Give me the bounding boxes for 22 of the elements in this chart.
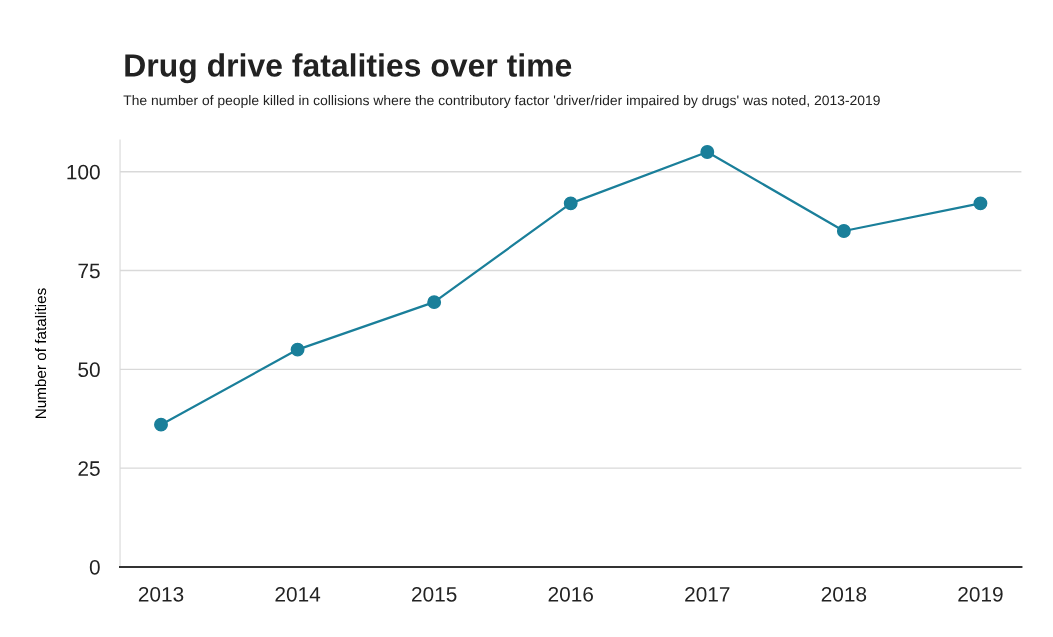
point xyxy=(290,342,305,357)
chart-subtitle: The number of people killed in collisions where the contributory factor 'driver/rider impaired by drugs' was noted, 2013-2019 xyxy=(123,95,880,108)
y-tick-label: 25 xyxy=(78,461,100,476)
point xyxy=(154,417,168,432)
x-tick-label: 2016 xyxy=(548,586,593,602)
point xyxy=(427,295,442,310)
x-tick-label: 2014 xyxy=(275,586,321,602)
x-tick-label: 2013 xyxy=(138,586,184,602)
y-tick-label: 100 xyxy=(67,164,100,180)
x-tick-label: 2017 xyxy=(685,586,730,602)
y-tick-label: 50 xyxy=(78,362,100,378)
x-tick-label: 2015 xyxy=(412,586,457,602)
point xyxy=(563,196,578,211)
chart-title: Drug drive fatalities over time xyxy=(125,53,572,84)
x-tick-label: 2018 xyxy=(821,586,867,602)
x-tick-label: 2019 xyxy=(958,586,1003,602)
point xyxy=(973,196,988,211)
y-axis-title: Number of fatalities xyxy=(34,288,47,419)
y-tick-label: 75 xyxy=(78,263,100,279)
y-tick-label: 0 xyxy=(89,559,100,575)
point xyxy=(836,224,851,238)
point xyxy=(700,145,715,159)
